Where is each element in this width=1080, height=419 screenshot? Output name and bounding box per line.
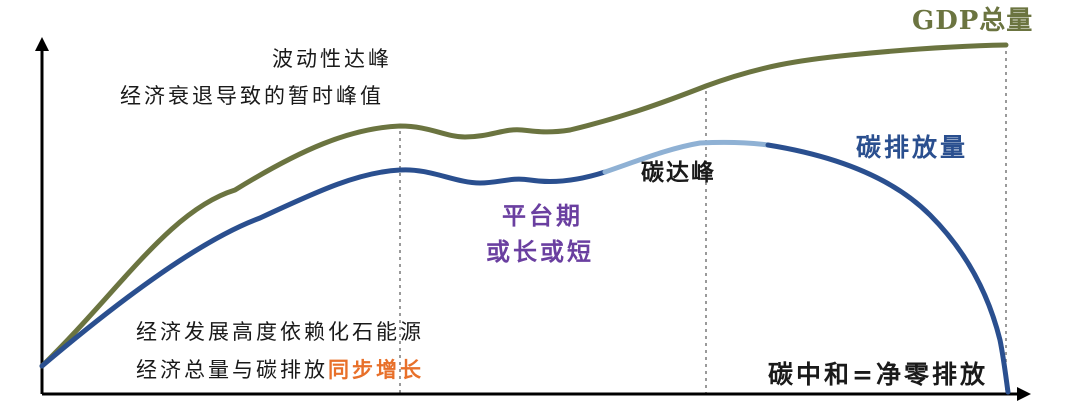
carbon-peak-label: 碳达峰 <box>641 159 716 186</box>
plateau-label: 平台期 <box>502 201 583 230</box>
sync-growth-label: 经济总量与碳排放同步增长 <box>136 359 424 381</box>
sync-growth-prefix: 经济总量与碳排放 <box>136 358 328 382</box>
plateau-duration-label: 或长或短 <box>486 237 594 266</box>
carbon-emissions-label: 碳排放量 <box>856 133 969 162</box>
temporary-peak-label: 经济衰退导致的暂时峰值 <box>120 84 384 108</box>
sync-growth-highlight: 同步增长 <box>328 357 424 382</box>
fluctuation-peak-label: 波动性达峰 <box>272 47 392 71</box>
carbon-curve-rise <box>39 167 608 369</box>
carbon-neutral-label: 碳中和=净零排放 <box>768 360 988 389</box>
gdp-curve <box>39 42 1009 369</box>
carbon-curve-plateau <box>602 139 771 175</box>
carbon-curve-decline <box>765 142 1011 395</box>
fossil-dependency-label: 经济发展高度依赖化石能源 <box>136 320 424 344</box>
gdp-total-label: GDP总量 <box>912 6 1034 36</box>
